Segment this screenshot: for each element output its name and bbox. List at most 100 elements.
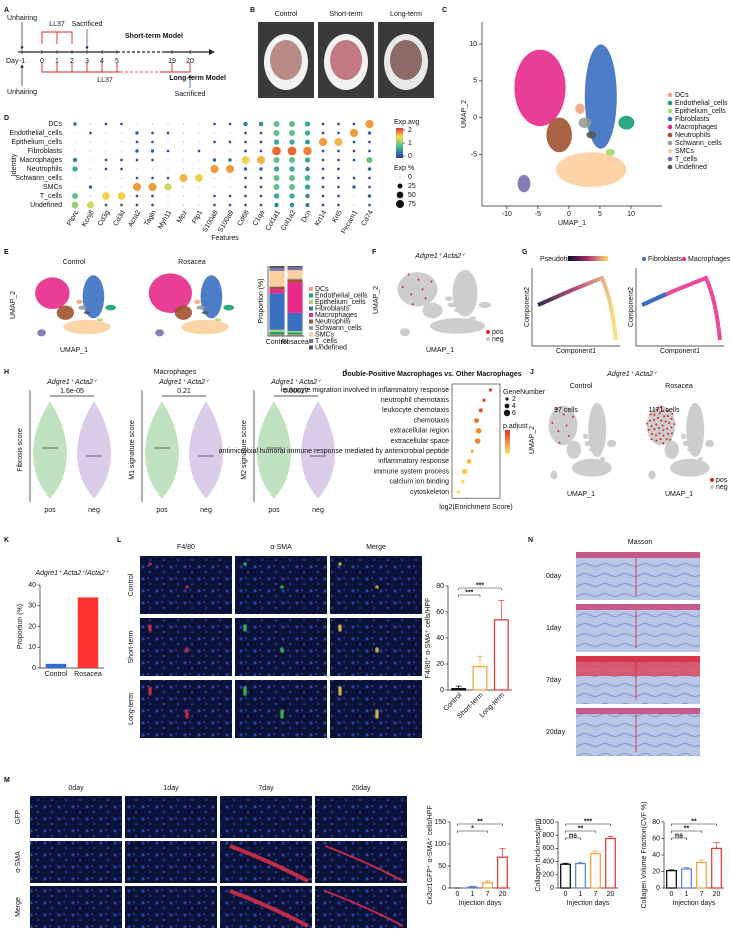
dot: [337, 185, 340, 189]
sig-bracket: [565, 823, 611, 826]
dot: [229, 132, 231, 134]
point: [456, 490, 461, 494]
sma-fiber: [229, 844, 309, 883]
pos-cell: [663, 415, 666, 418]
row-label: 1day: [546, 625, 562, 632]
feature-label: Plp1: [191, 209, 204, 225]
title: Adgre1⁺ Acta2⁺: [606, 371, 658, 378]
y-tick-label: 800: [542, 832, 554, 839]
y-tick-label: 0: [656, 885, 660, 892]
pos-cell: [645, 422, 648, 425]
pos-cell: [660, 419, 663, 422]
p-value: 1.6e-05: [60, 388, 84, 395]
bar: [467, 886, 478, 889]
stain: [148, 562, 152, 566]
term-label: calcium ion binding: [389, 479, 449, 486]
cluster: [96, 318, 104, 322]
y-tick-label: 40: [436, 635, 444, 642]
y-axis-label: M1 signature score: [129, 420, 136, 480]
sacrificed: Sacrificed: [175, 91, 206, 98]
photo-title: Control: [275, 11, 298, 18]
cluster: [214, 318, 222, 322]
term-label: extracellular region: [390, 428, 449, 435]
bar-segment: [269, 331, 285, 335]
dot: [368, 176, 371, 180]
bar-segment: [269, 287, 285, 290]
cluster: [397, 272, 438, 307]
legend-label: DCs: [675, 92, 689, 99]
sig-label: *: [471, 825, 474, 832]
legend-swatch: [667, 148, 673, 154]
cluster: [618, 115, 635, 130]
dot: [74, 132, 76, 134]
dot: [167, 123, 169, 125]
cell-count: 1171 cells: [648, 407, 680, 414]
x-tick-label: Rosacea: [281, 339, 309, 346]
pos-cell: [653, 418, 656, 421]
dot: [368, 140, 371, 144]
dot: [259, 149, 263, 153]
title: Masson: [628, 539, 653, 546]
dot: [183, 195, 184, 197]
cluster: [584, 440, 592, 447]
group-label: pos: [156, 507, 168, 514]
axes: [267, 266, 304, 337]
row-label: 0day: [546, 573, 562, 580]
point: [470, 449, 474, 453]
x-axis-label: Injection days: [567, 900, 610, 907]
pos-cell: [650, 438, 653, 441]
micrograph: [30, 841, 122, 883]
dot: [321, 122, 325, 126]
long-model: Long-term Model: [169, 75, 226, 82]
row-label: Merge: [15, 897, 22, 917]
panel-letter: K: [4, 537, 9, 544]
cluster: [680, 433, 687, 439]
cluster: [430, 318, 485, 334]
cluster: [200, 275, 223, 319]
chart-title: Adgre1⁺ Acta2⁺/Acta2⁺: [34, 570, 109, 577]
dot: [90, 195, 91, 197]
micrograph: [125, 796, 217, 838]
row-label: Schwann_cells: [15, 175, 62, 182]
pos-cell: [665, 437, 668, 440]
dot: [305, 139, 310, 145]
group-label: pos: [268, 507, 280, 514]
pos-cell: [649, 413, 652, 416]
bar: [77, 597, 99, 668]
dot: [167, 159, 169, 161]
pos-cell: [650, 425, 653, 428]
pos-cell: [551, 421, 554, 424]
x-axis-label: Component1: [556, 348, 596, 355]
legend-label: Fibroblasts: [648, 256, 683, 263]
dot: [121, 141, 122, 143]
dot: [214, 186, 215, 188]
x-axis-label: Component1: [660, 348, 700, 355]
feature-label: Myh11: [157, 209, 173, 230]
row-label: DCs: [48, 121, 62, 128]
x-tick-label: 20: [713, 891, 721, 898]
pos-cell: [670, 417, 673, 420]
dot: [90, 141, 91, 143]
dot: [214, 177, 215, 179]
dot: [259, 167, 263, 171]
dot: [183, 204, 184, 206]
size-key: [396, 200, 404, 208]
dot: [164, 183, 172, 191]
cluster: [572, 458, 612, 477]
legend-swatch: [309, 339, 313, 343]
size-label: 6: [512, 410, 516, 417]
day-text: 20: [186, 58, 194, 65]
cluster: [478, 301, 492, 309]
cluster: [605, 148, 616, 156]
y-axis-label: Proportion (%): [258, 278, 265, 323]
dot: [167, 204, 169, 206]
pos-cell: [661, 424, 664, 427]
dot: [352, 149, 356, 153]
row-label: Neutrophils: [27, 166, 63, 173]
bar-segment: [287, 267, 303, 271]
x-tick-label: 0: [456, 891, 460, 898]
sig-label: ***: [584, 818, 592, 825]
day-text: 5: [115, 58, 119, 65]
sma-fiber: [324, 890, 404, 927]
